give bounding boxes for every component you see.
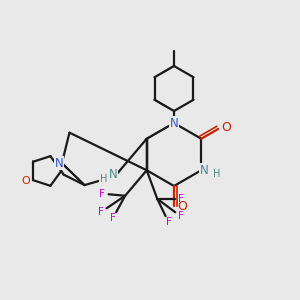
Text: H: H — [100, 174, 107, 184]
Text: N: N — [200, 164, 209, 177]
Text: H: H — [213, 169, 220, 179]
Text: F: F — [166, 217, 171, 227]
Text: O: O — [178, 200, 187, 214]
Text: O: O — [21, 176, 30, 186]
Text: N: N — [109, 168, 118, 181]
Text: F: F — [178, 194, 184, 204]
Text: N: N — [169, 116, 178, 130]
Text: N: N — [55, 157, 63, 170]
Text: F: F — [110, 213, 116, 223]
Text: F: F — [99, 189, 105, 199]
Text: F: F — [98, 207, 104, 217]
Text: O: O — [222, 121, 232, 134]
Text: F: F — [178, 211, 183, 221]
